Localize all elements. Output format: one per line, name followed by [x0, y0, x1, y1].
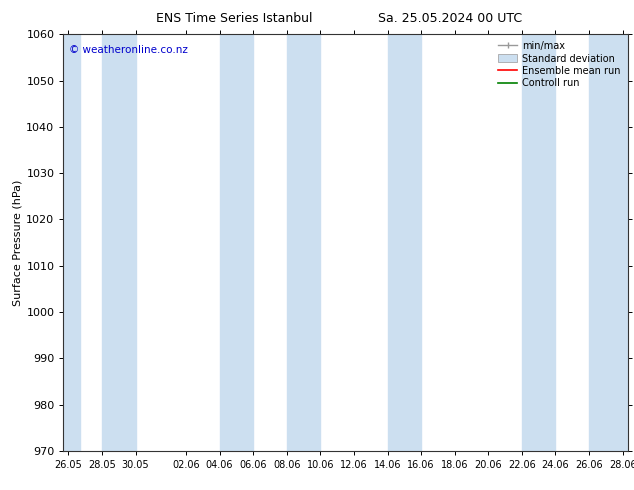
Text: ENS Time Series Istanbul: ENS Time Series Istanbul [157, 12, 313, 25]
Y-axis label: Surface Pressure (hPa): Surface Pressure (hPa) [12, 179, 22, 306]
Bar [219, 34, 253, 451]
Text: © weatheronline.co.nz: © weatheronline.co.nz [69, 45, 188, 55]
Bar [589, 34, 628, 451]
Bar [63, 34, 80, 451]
Bar [387, 34, 421, 451]
Bar [287, 34, 320, 451]
Text: Sa. 25.05.2024 00 UTC: Sa. 25.05.2024 00 UTC [378, 12, 522, 25]
Bar [522, 34, 555, 451]
Bar [102, 34, 136, 451]
Legend: min/max, Standard deviation, Ensemble mean run, Controll run: min/max, Standard deviation, Ensemble me… [496, 39, 623, 90]
